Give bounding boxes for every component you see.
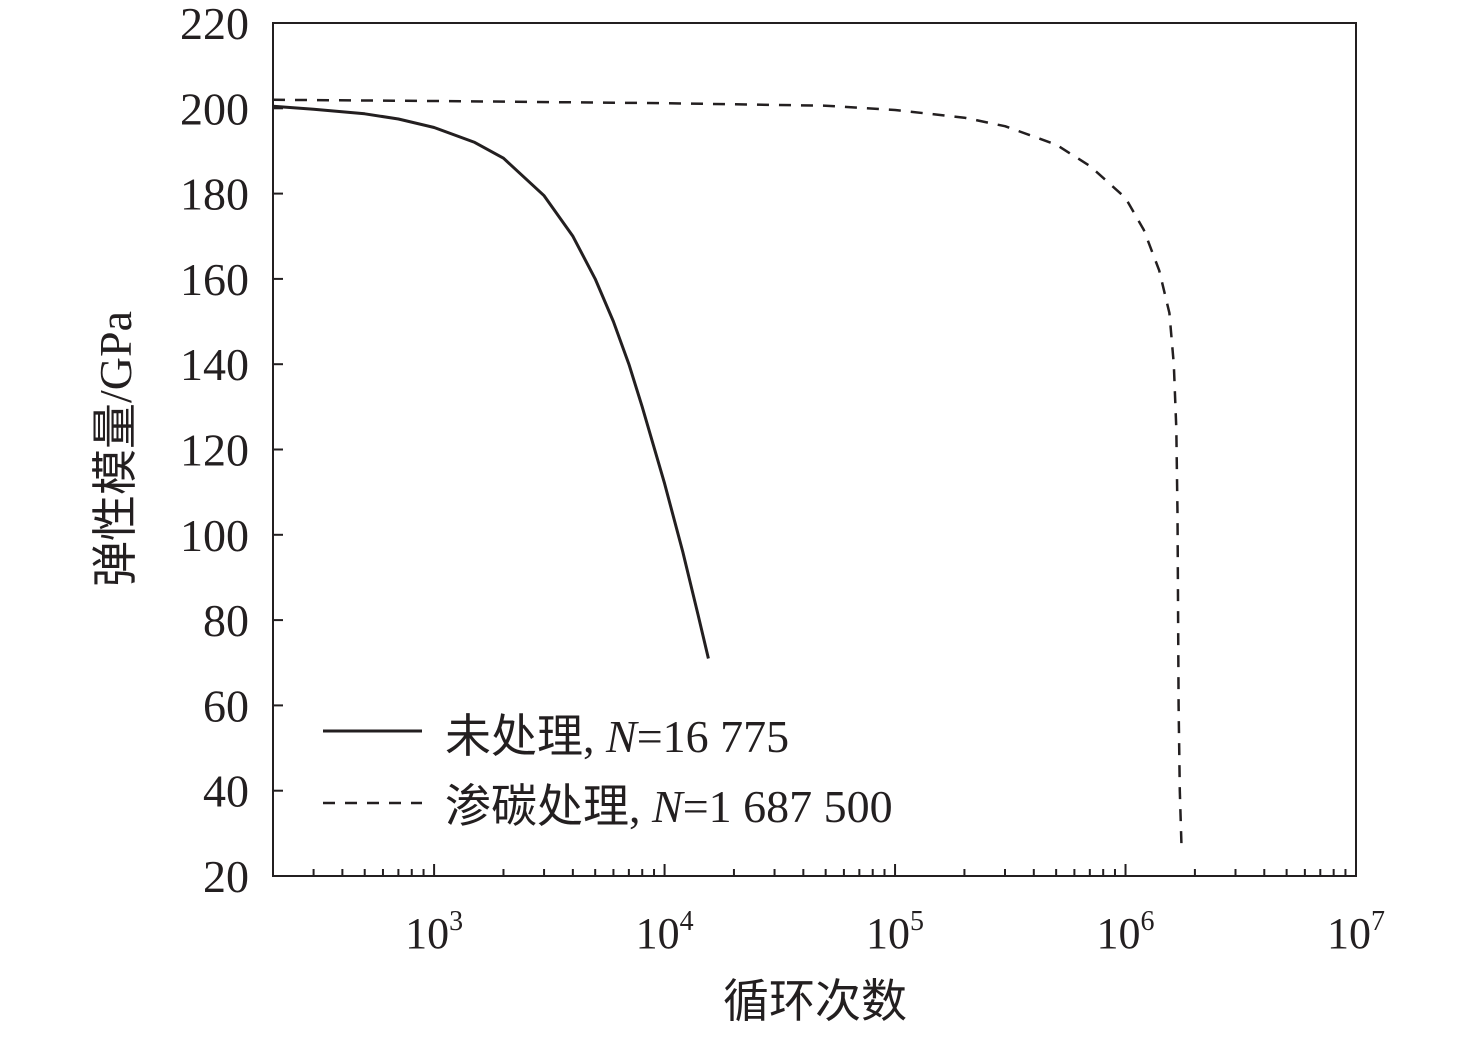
- y-tick-label: 120: [180, 425, 249, 476]
- y-tick-label: 220: [180, 0, 249, 49]
- y-tick-label: 100: [180, 510, 249, 561]
- x-tick-label: 107: [1327, 906, 1385, 958]
- x-axis: 103 104 105 106 107: [312, 864, 1385, 958]
- y-tick-label: 20: [203, 851, 249, 902]
- y-axis-title: 弹性模量/GPa: [90, 311, 141, 587]
- y-tick-label: 40: [203, 766, 249, 817]
- y-tick-label: 200: [180, 83, 249, 134]
- legend-label-carburized: 渗碳处理, N=1 687 500: [445, 781, 893, 832]
- legend-label-untreated: 未处理, N=16 775: [445, 711, 789, 762]
- y-tick-label: 80: [203, 595, 249, 646]
- series-layer: [272, 98, 1183, 847]
- x-tick-label: 103: [405, 906, 463, 958]
- y-tick-label: 180: [180, 169, 249, 220]
- y-tick-label: 140: [180, 339, 249, 390]
- y-tick-label: 60: [203, 680, 249, 731]
- plot-frame: [272, 22, 1357, 877]
- series-untreated-line: [272, 104, 710, 659]
- x-axis-title: 循环次数: [723, 976, 907, 1027]
- y-axis: 20 40 60 80 100 120 140 160 180 200 220: [180, 0, 283, 902]
- x-tick-label: 106: [1097, 906, 1155, 958]
- legend: 未处理, N=16 775 渗碳处理, N=1 687 500: [323, 711, 893, 832]
- x-tick-label: 105: [866, 906, 924, 958]
- x-tick-label: 104: [636, 906, 694, 958]
- y-tick-label: 160: [180, 254, 249, 305]
